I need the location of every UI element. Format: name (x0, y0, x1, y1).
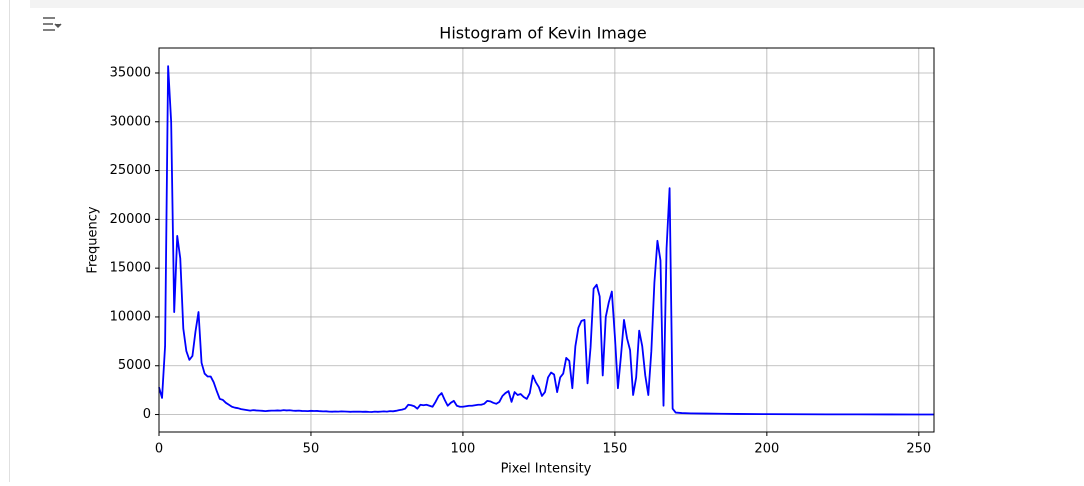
output-menu-icon[interactable] (43, 17, 62, 31)
y-tick-label: 10000 (110, 309, 151, 324)
chart-title: Histogram of Kevin Image (439, 24, 646, 43)
y-tick-label: 0 (143, 407, 151, 422)
x-axis-label: Pixel Intensity (501, 462, 592, 477)
x-tick-label: 250 (906, 442, 931, 457)
x-tick-label: 50 (303, 442, 320, 457)
y-tick-label: 30000 (110, 114, 151, 129)
cell-top-bar (30, 0, 1084, 8)
y-tick-label: 25000 (110, 163, 151, 178)
x-tick-label: 100 (451, 442, 476, 457)
x-tick-label: 150 (602, 442, 627, 457)
y-tick-label: 5000 (118, 358, 151, 373)
y-tick-label: 35000 (110, 65, 151, 80)
y-axis-label: Frequency (86, 206, 101, 273)
plot-frame (158, 47, 935, 433)
x-tick-label: 200 (754, 442, 779, 457)
data-line (158, 65, 935, 416)
y-tick-label: 15000 (110, 261, 151, 276)
y-tick-label: 20000 (110, 212, 151, 227)
x-tick-label: 0 (155, 442, 163, 457)
